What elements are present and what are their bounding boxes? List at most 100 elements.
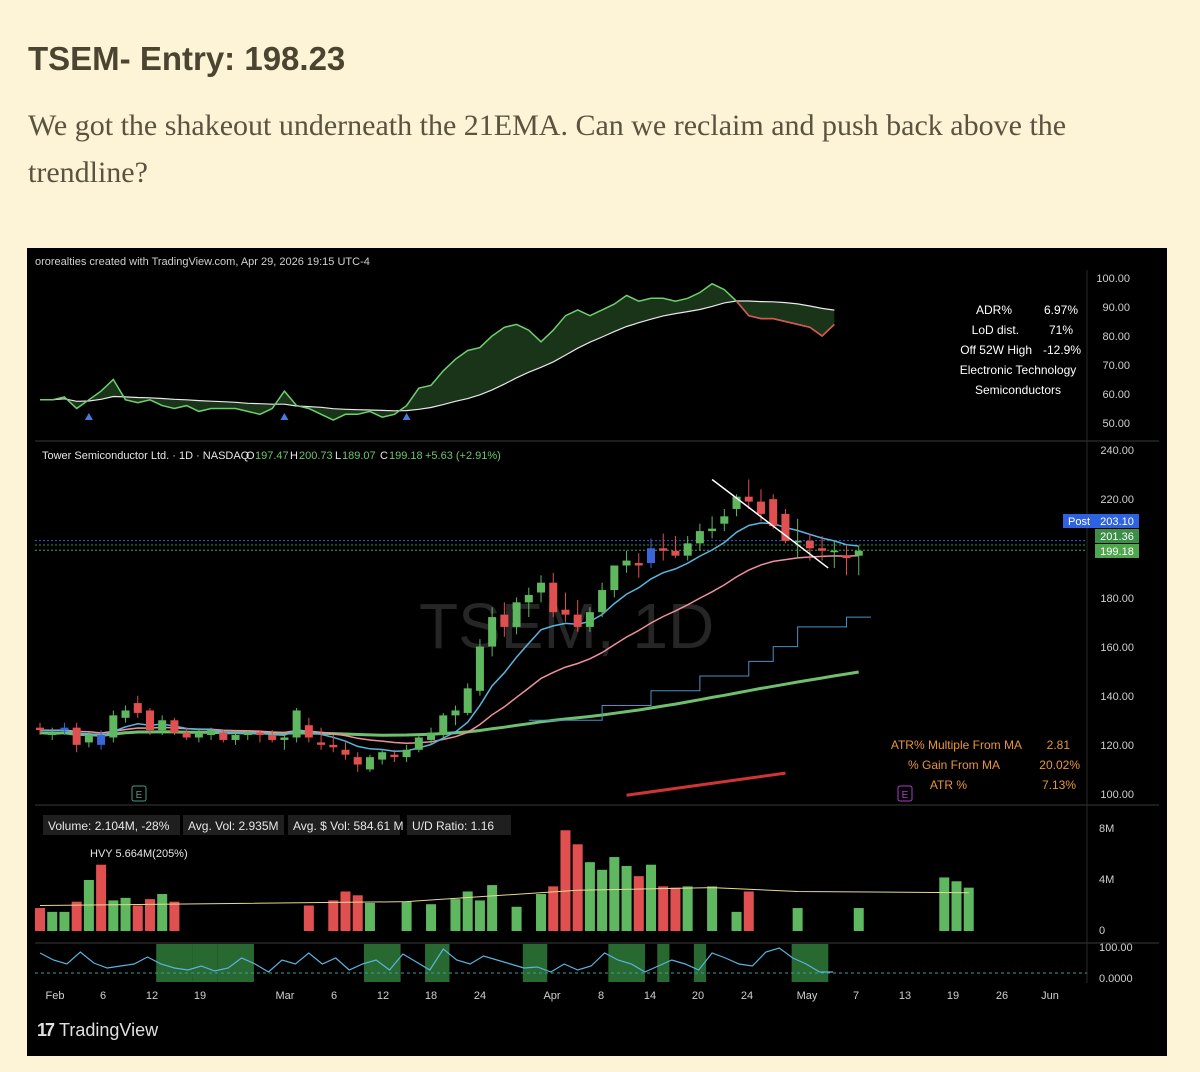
candle-body bbox=[622, 560, 631, 566]
rs-tick: 70.00 bbox=[1102, 360, 1130, 372]
volume-bar bbox=[132, 905, 143, 931]
oscillator-zone bbox=[192, 944, 218, 982]
price-tick: 120.00 bbox=[1100, 740, 1134, 752]
tradingview-chart[interactable]: 100.00 90.00 80.00 70.00 60.00 50.00 ADR… bbox=[27, 248, 1167, 1008]
candle-body bbox=[585, 612, 594, 627]
tradingview-logo[interactable]: 17 TradingView bbox=[37, 1020, 158, 1041]
candle-body bbox=[524, 594, 533, 603]
volume-bar bbox=[963, 887, 974, 931]
candle-body bbox=[341, 749, 350, 755]
volume-bar bbox=[71, 901, 82, 931]
volume-bar bbox=[853, 908, 864, 931]
volume-bar bbox=[35, 908, 45, 931]
volume-bar bbox=[462, 891, 473, 931]
atr-pct-value: 7.13% bbox=[1042, 778, 1076, 792]
earnings-marker-upcoming[interactable] bbox=[897, 785, 913, 802]
price-tick: 180.00 bbox=[1100, 593, 1134, 605]
candle-body bbox=[695, 531, 704, 544]
close-value: 199.18 bbox=[389, 450, 423, 462]
earnings-marker-label: E bbox=[902, 790, 909, 801]
candle-body bbox=[255, 732, 264, 736]
candle-body bbox=[512, 602, 521, 627]
volume-bar bbox=[487, 885, 498, 931]
rs-new-high-marker bbox=[402, 413, 411, 420]
candle-body bbox=[769, 499, 778, 527]
volume-bar bbox=[450, 899, 461, 931]
hvy-label: HVY 5.664M(205%) bbox=[90, 848, 188, 860]
rs-tick: 60.00 bbox=[1102, 389, 1130, 401]
x-axis-label: 13 bbox=[899, 990, 911, 1002]
close-label: C bbox=[380, 450, 388, 462]
x-axis-label: 18 bbox=[425, 990, 437, 1002]
post-body: We got the shakeout underneath the 21EMA… bbox=[28, 109, 1067, 189]
candle-body bbox=[378, 752, 387, 760]
candle-body bbox=[243, 732, 252, 736]
candle-body bbox=[97, 735, 106, 745]
candle-body bbox=[439, 715, 448, 736]
tradingview-brand: TradingView bbox=[59, 1020, 159, 1040]
volume-bar bbox=[939, 877, 950, 931]
price-tick: 240.00 bbox=[1100, 445, 1134, 457]
volume-bar bbox=[108, 900, 119, 931]
atr-multiple-label: ATR% Multiple From MA bbox=[891, 738, 1022, 752]
x-axis-label: 20 bbox=[692, 990, 704, 1002]
avg-vol-stat: Avg. Vol: 2.935M bbox=[188, 819, 279, 833]
gain-from-ma-label: % Gain From MA bbox=[908, 758, 1000, 772]
x-axis-label: 26 bbox=[996, 990, 1008, 1002]
candle-body bbox=[500, 614, 509, 627]
candle-body bbox=[475, 646, 484, 691]
tradingview-logo-icon: 17 bbox=[37, 1020, 55, 1040]
rs-line bbox=[40, 282, 835, 421]
symbol-legend: Tower Semiconductor Ltd. · 1D · NASDAQ bbox=[42, 450, 250, 462]
post-price: 203.10 bbox=[1100, 516, 1134, 528]
candle-body bbox=[219, 732, 228, 740]
rs-line-area bbox=[40, 282, 835, 421]
price-tick: 140.00 bbox=[1100, 691, 1134, 703]
volume-bar bbox=[584, 862, 595, 931]
chart-panel[interactable]: ororealties created with TradingView.com… bbox=[27, 248, 1167, 1056]
low-label: L bbox=[335, 450, 341, 462]
x-axis-label: 6 bbox=[100, 990, 106, 1002]
volume-bar bbox=[670, 887, 681, 931]
last-price-tag bbox=[1095, 544, 1139, 558]
candle-body bbox=[830, 550, 839, 553]
candle-body bbox=[268, 735, 277, 740]
candle-body bbox=[170, 720, 179, 733]
volume-bar bbox=[59, 911, 70, 931]
volume-bar bbox=[572, 844, 583, 931]
candle-body bbox=[463, 688, 472, 713]
oscillator-line bbox=[39, 947, 834, 973]
volume-tick: 8M bbox=[1099, 823, 1114, 835]
candle-body bbox=[647, 548, 655, 564]
symbol-watermark: TSEM, 1D bbox=[419, 590, 714, 662]
volume-bar bbox=[96, 864, 107, 931]
rs-tick: 90.00 bbox=[1102, 302, 1130, 314]
volume-bar bbox=[609, 857, 620, 931]
post-price-tag bbox=[1095, 514, 1139, 528]
candle-body bbox=[280, 737, 289, 740]
candle-body bbox=[793, 540, 802, 543]
last-price: 199.18 bbox=[1100, 546, 1134, 558]
rs-line-weak bbox=[735, 300, 835, 337]
post-title: TSEM- Entry: 198.23 bbox=[28, 40, 346, 77]
x-axis-label: 19 bbox=[947, 990, 959, 1002]
avg-vol-stat-box bbox=[183, 815, 284, 835]
earnings-marker-feb[interactable] bbox=[131, 785, 147, 802]
volume-bar bbox=[682, 886, 693, 931]
oscillator-zone bbox=[363, 944, 401, 982]
oscillator-zone bbox=[156, 944, 193, 982]
avg-dollar-vol-stat: Avg. $ Vol: 584.61 M bbox=[293, 819, 404, 833]
candle-body bbox=[683, 543, 692, 556]
candle-body bbox=[537, 582, 546, 593]
price-tick: 160.00 bbox=[1100, 642, 1134, 654]
candle-body bbox=[756, 501, 765, 514]
x-axis-label: 12 bbox=[377, 990, 389, 1002]
candle-body bbox=[598, 590, 607, 613]
volume-bar bbox=[352, 895, 363, 931]
chart-credit: ororealties created with TradingView.com… bbox=[35, 256, 370, 268]
x-axis-label: May bbox=[797, 990, 818, 1002]
candle-body bbox=[671, 550, 680, 556]
candle-body bbox=[549, 582, 558, 613]
open-value: 197.47 bbox=[255, 450, 289, 462]
candle-body bbox=[854, 550, 863, 556]
